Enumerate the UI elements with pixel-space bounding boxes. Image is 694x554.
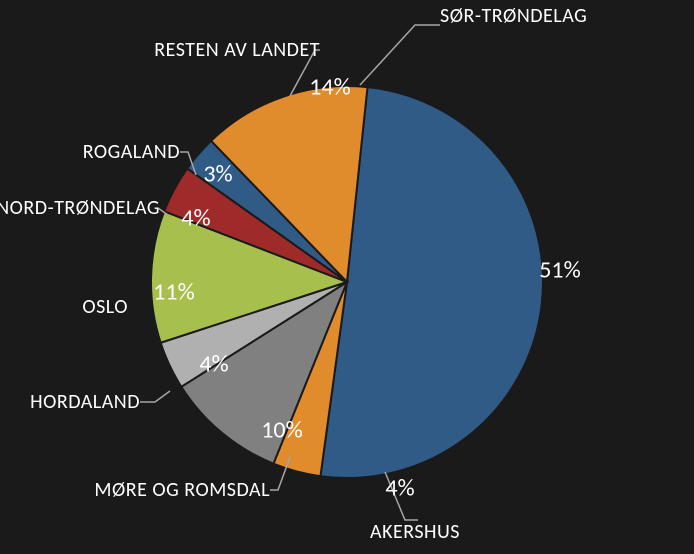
leader-line (140, 391, 170, 402)
slice-percent: 14% (309, 73, 350, 102)
slice-label: RESTEN AV LANDET (154, 38, 320, 62)
slice-percent: 51% (539, 256, 580, 285)
pie-chart: SØR-TRØNDELAG AKERSHUS MØRE OG ROMSDAL HORD… (0, 0, 694, 554)
slice-label: MØRE OG ROMSDAL (94, 478, 270, 502)
slice-label: OSLO (82, 295, 128, 319)
slice-percent: 4% (199, 350, 228, 379)
leader-line (360, 25, 440, 85)
slice-percent: 11% (153, 278, 194, 307)
slice-percent: 4% (385, 474, 414, 503)
slice-percent: 4% (181, 204, 210, 233)
slice-label: SØR-TRØNDELAG (440, 4, 587, 28)
slice-label: NORD-TRØNDELAG (0, 196, 160, 220)
slice-label: AKERSHUS (370, 520, 460, 544)
slice-percent: 10% (261, 416, 302, 445)
slice-label: HORDALAND (30, 390, 140, 414)
slice-label: ROGALAND (83, 140, 180, 164)
slice-percent: 3% (203, 160, 232, 189)
